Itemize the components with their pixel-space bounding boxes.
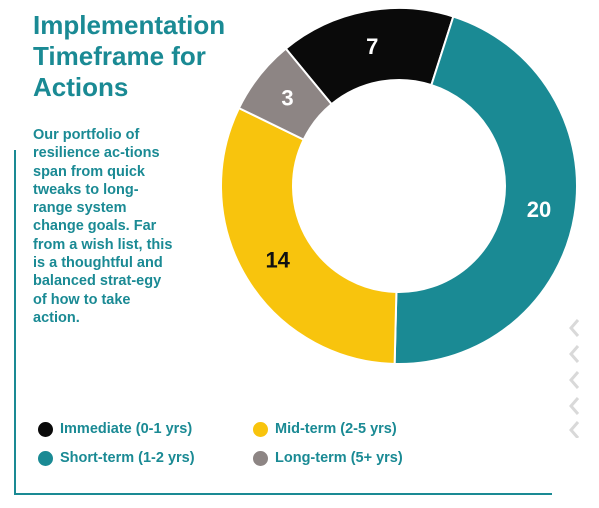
legend-swatch (253, 450, 268, 466)
page-title: Implementation Timeframe for Actions (33, 10, 226, 102)
frame-bottom-rule (14, 493, 552, 495)
donut-value-label-0: 7 (366, 34, 378, 59)
legend-swatch (38, 450, 53, 466)
legend-label: Mid-term (2-5 yrs) (275, 421, 397, 437)
frame-left-rule (14, 150, 16, 495)
legend-label: Long-term (5+ yrs) (275, 450, 403, 466)
chevron-left-icon (569, 421, 580, 438)
chevron-left-icon (569, 319, 580, 337)
legend-item: Long-term (5+ yrs) (253, 449, 458, 467)
legend-item: Short-term (1-2 yrs) (38, 449, 253, 467)
donut-slice-1 (393, 15, 578, 365)
donut-value-label-1: 20 (527, 197, 551, 222)
legend-label: Immediate (0-1 yrs) (60, 421, 193, 437)
chevron-left-icon (569, 345, 580, 363)
chevron-decoration (569, 319, 580, 438)
legend-swatch (253, 421, 268, 437)
description-text: Our portfolio of resilience ac-tions spa… (33, 127, 173, 326)
donut-slice-3 (237, 47, 333, 141)
legend-item: Immediate (0-1 yrs) (38, 420, 253, 438)
chevron-left-icon (569, 371, 580, 389)
donut-value-label-3: 3 (281, 86, 293, 111)
donut-slice-2 (220, 106, 398, 365)
donut-value-label-2: 14 (265, 247, 290, 272)
legend-swatch (38, 421, 53, 437)
chart-legend: Immediate (0-1 yrs) Mid-term (2-5 yrs) Sho… (38, 420, 458, 467)
legend-label: Short-term (1-2 yrs) (60, 450, 195, 466)
chevron-left-icon (569, 397, 580, 415)
legend-item: Mid-term (2-5 yrs) (253, 420, 458, 438)
